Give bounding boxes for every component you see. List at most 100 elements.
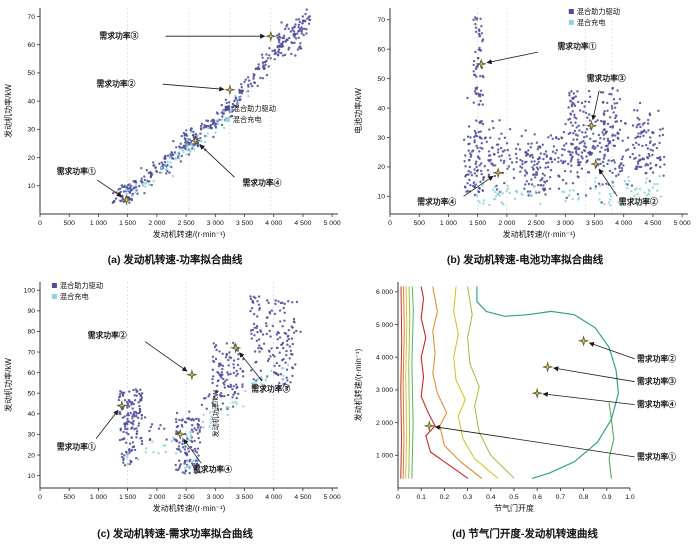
svg-text:0: 0 [38,494,42,501]
svg-text:需求功率①: 需求功率① [637,451,676,461]
svg-text:40: 40 [27,411,35,418]
svg-text:3 500: 3 500 [236,220,253,227]
svg-text:5 000: 5 000 [376,322,393,329]
svg-text:10: 10 [27,473,35,480]
svg-text:30: 30 [27,127,35,134]
svg-text:需求功率④: 需求功率④ [637,399,676,409]
svg-text:70: 70 [27,349,35,356]
svg-text:40: 40 [27,98,35,105]
svg-text:需求功率①: 需求功率① [57,166,96,176]
svg-text:需求功率②: 需求功率② [97,79,136,89]
svg-text:60: 60 [377,47,385,54]
svg-text:混合充电: 混合充电 [60,292,89,301]
svg-text:3 500: 3 500 [236,494,253,501]
panel-b-engine-speed-battery-power: 0 500 1 000 1 500 2 000 2 500 3 000 3 500 4 000 4… [350,0,700,274]
svg-text:需求功率②: 需求功率② [88,330,127,340]
svg-text:电池功率/kW: 电池功率/kW [353,88,363,134]
svg-text:发动机功率/kW: 发动机功率/kW [211,390,220,437]
svg-text:500: 500 [64,494,76,501]
svg-text:3 500: 3 500 [586,220,603,227]
chart-a-caption: (a) 发动机转速-功率拟合曲线 [107,254,243,266]
svg-text:3 000: 3 000 [557,220,574,227]
svg-text:4 500: 4 500 [294,220,311,227]
svg-text:60: 60 [27,370,35,377]
svg-text:2 500: 2 500 [528,220,545,227]
svg-text:4 000: 4 000 [265,494,282,501]
svg-text:100: 100 [24,288,36,295]
svg-text:30: 30 [377,135,385,142]
svg-text:2 500: 2 500 [178,220,195,227]
svg-text:0.4: 0.4 [486,494,496,501]
svg-text:发动机转速/(r·min⁻¹): 发动机转速/(r·min⁻¹) [153,229,226,239]
svg-text:节气门开度: 节气门开度 [494,503,534,513]
svg-text:5 000: 5 000 [674,220,691,227]
svg-text:需求功率②: 需求功率② [637,353,676,363]
svg-text:需求功率③: 需求功率③ [99,31,138,41]
svg-text:需求功率③: 需求功率③ [587,73,626,83]
svg-text:60: 60 [27,42,35,49]
svg-text:50: 50 [27,391,35,398]
svg-text:1 000: 1 000 [90,494,107,501]
svg-text:1 500: 1 500 [119,494,136,501]
svg-text:3 000: 3 000 [207,220,224,227]
svg-text:10: 10 [27,183,35,190]
chart-c-engine-speed-demand-power-plot: 0 500 1 000 1 500 2 000 2 500 3 000 3 500 4 000 4… [0,274,350,524]
svg-text:0: 0 [38,220,42,227]
chart-b-engine-speed-battery-power-plot: 0 500 1 000 1 500 2 000 2 500 3 000 3 500 4 000 4… [350,0,700,250]
svg-text:发动机转速/(r·min⁻¹): 发动机转速/(r·min⁻¹) [353,348,363,421]
svg-text:0.5: 0.5 [509,494,519,501]
svg-text:发动机功率/kW: 发动机功率/kW [3,358,13,412]
svg-text:需求功率③: 需求功率③ [637,376,676,386]
svg-text:0.3: 0.3 [463,494,473,501]
svg-text:4 000: 4 000 [615,220,632,227]
svg-text:70: 70 [27,14,35,21]
svg-text:发动机转速/(r·min⁻¹): 发动机转速/(r·min⁻¹) [153,503,226,513]
svg-text:20: 20 [377,164,385,171]
svg-text:6 000: 6 000 [376,289,393,296]
svg-text:20: 20 [27,155,35,162]
svg-text:4 000: 4 000 [265,220,282,227]
svg-text:需求功率④: 需求功率④ [243,178,282,188]
panel-a-engine-speed-power: 0 500 1 000 1 500 2 000 2 500 3 000 3 500 4 000 4… [0,0,350,274]
svg-text:30: 30 [27,432,35,439]
chart-b-caption: (b) 发动机转速-电池功率拟合曲线 [446,254,604,266]
svg-text:500: 500 [64,220,76,227]
svg-text:2 000: 2 000 [148,220,165,227]
chart-a-engine-speed-power-plot: 0 500 1 000 1 500 2 000 2 500 3 000 3 500 4 000 4… [0,0,350,250]
chart-c-caption: (c) 发动机转速-需求功率拟合曲线 [97,528,253,540]
svg-text:混合充电: 混合充电 [577,18,606,27]
svg-text:1.0: 1.0 [625,494,635,501]
svg-text:2 000: 2 000 [376,420,393,427]
svg-text:0.1: 0.1 [416,494,426,501]
svg-text:混合助力驱动: 混合助力驱动 [577,7,620,16]
svg-text:需求功率④: 需求功率④ [417,197,456,207]
panel-c-engine-speed-demand-power: 0 500 1 000 1 500 2 000 2 500 3 000 3 500 4 000 4… [0,274,350,548]
svg-text:发动机功率/kW: 发动机功率/kW [3,84,13,138]
svg-text:80: 80 [27,329,35,336]
svg-text:50: 50 [27,70,35,77]
svg-text:70: 70 [377,17,385,24]
svg-text:4 500: 4 500 [294,494,311,501]
svg-text:2 500: 2 500 [178,494,195,501]
svg-text:20: 20 [27,452,35,459]
svg-text:需求功率③: 需求功率③ [251,384,290,394]
chart-d-caption: (d) 节气门开度-发动机转速曲线 [452,528,598,540]
svg-text:发动机转速/(r·min⁻¹): 发动机转速/(r·min⁻¹) [503,229,576,239]
svg-text:3 000: 3 000 [207,494,224,501]
svg-text:混合助力驱动: 混合助力驱动 [60,281,103,290]
svg-text:0.9: 0.9 [602,494,612,501]
svg-text:5 000: 5 000 [324,220,341,227]
panel-d-throttle-engine-speed: 0 0.1 0.2 0.3 0.4 0.5 0.6 0.7 0.8 0.9 1.0 1 000 2 00… [350,274,700,548]
svg-text:50: 50 [377,76,385,83]
svg-text:1 000: 1 000 [376,453,393,460]
svg-text:5 000: 5 000 [324,494,341,501]
svg-text:0: 0 [396,494,400,501]
svg-text:0.6: 0.6 [532,494,542,501]
svg-text:40: 40 [377,105,385,112]
svg-text:4 000: 4 000 [376,355,393,362]
svg-text:3 000: 3 000 [376,387,393,394]
svg-text:0.8: 0.8 [579,494,589,501]
svg-text:0: 0 [388,220,392,227]
svg-text:0.7: 0.7 [556,494,566,501]
